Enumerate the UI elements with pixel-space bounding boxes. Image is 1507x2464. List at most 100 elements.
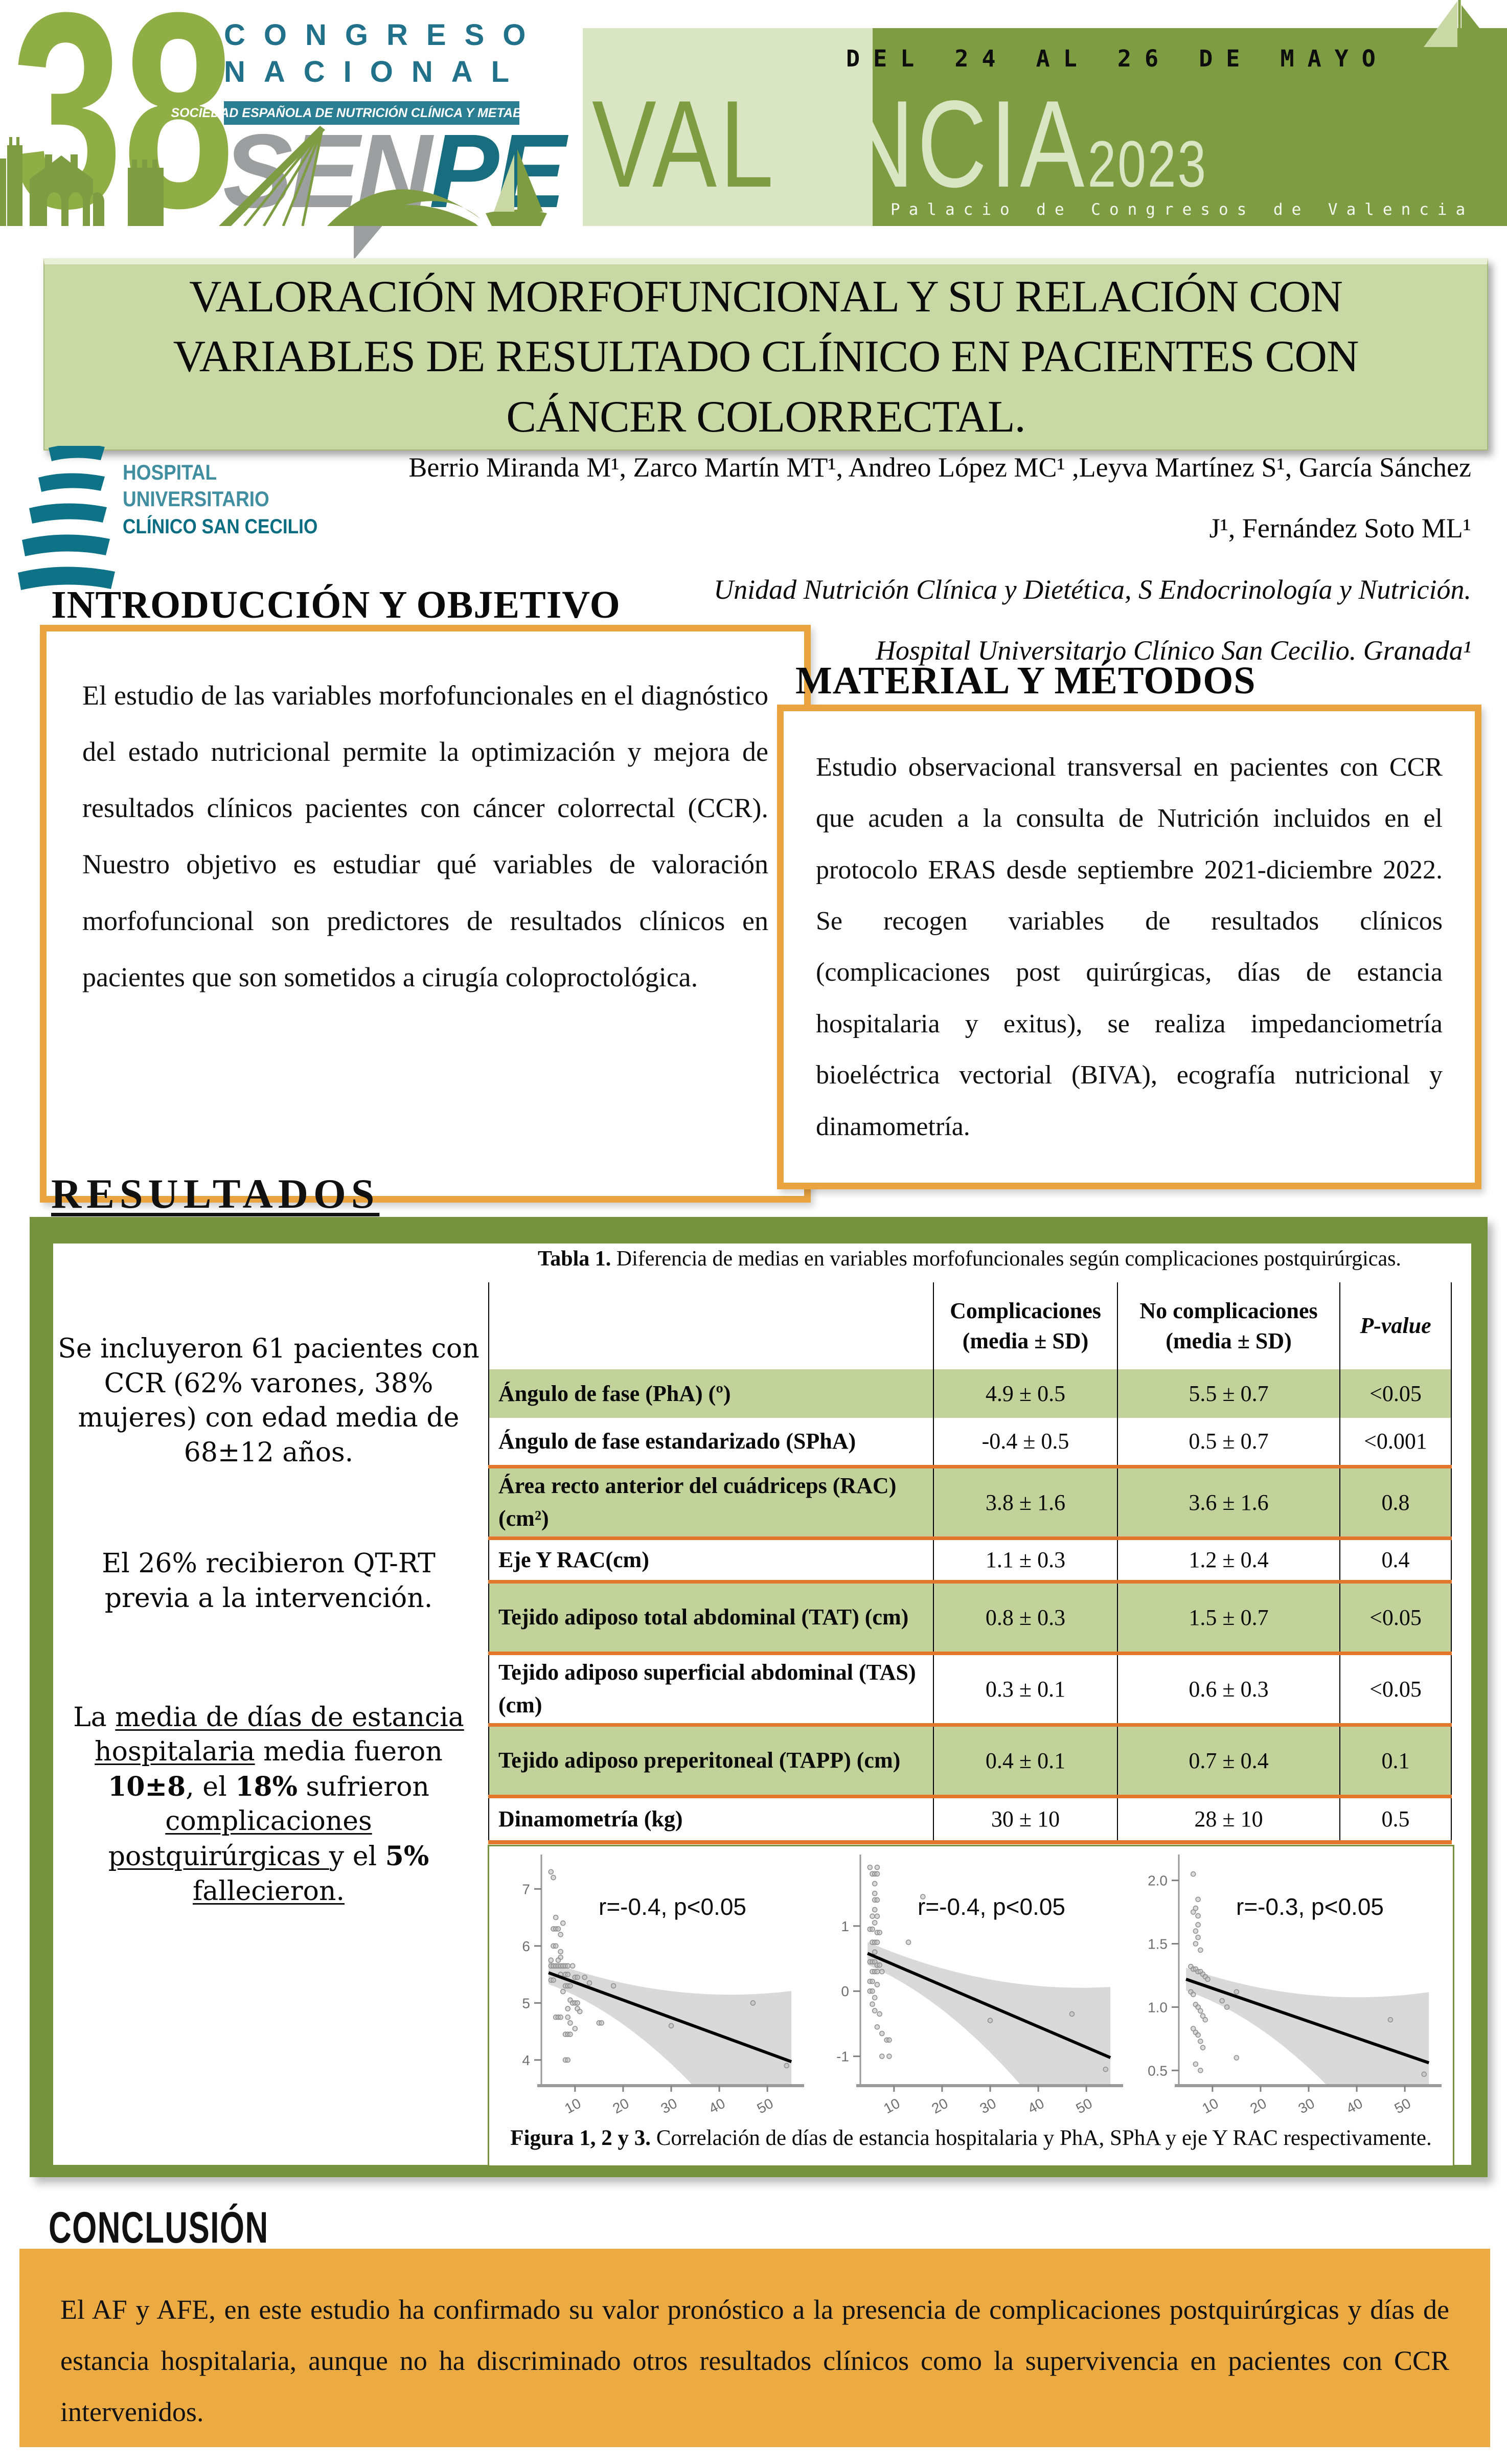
sailboat-icon [1418,0,1499,63]
results-table-header: Complicaciones (media ± SD) No complicac… [488,1282,1452,1369]
intro-section-heading: INTRODUCCIÓN Y OBJETIVO [51,583,621,626]
data-point [582,1974,587,1980]
x-tick-label: 30 [977,2095,998,2117]
data-point [876,1930,882,1935]
table-cell: 0.4 ± 0.1 [933,1723,1118,1796]
y-tick-label: 1.0 [1148,1999,1168,2015]
data-point [565,2014,570,2020]
x-tick-label: 30 [658,2095,679,2117]
data-point [872,1881,878,1887]
methods-section-box: Estudio observacional transversal en pac… [777,705,1481,1189]
data-point [876,1962,882,1968]
correlation-label: r=-0.3, p<0.05 [1236,1893,1384,1920]
figure-caption-text: Correlación de días de estancia hospital… [651,2126,1432,2150]
y-tick-label: 1 [841,1918,849,1934]
data-point [867,1864,873,1870]
data-point [550,1874,556,1881]
table-cell: 28 ± 10 [1117,1794,1340,1842]
data-point [872,1949,878,1955]
data-point [872,1890,878,1896]
table-cell: 0.4 [1339,1536,1452,1581]
congress-dates: DEL 24 AL 26 DE MAYO [846,45,1389,72]
table-cell: 0.8 [1339,1464,1452,1538]
results-text-segment: fallecieron. [193,1875,345,1907]
data-point [567,2031,573,2037]
results-section-heading: RESULTADOS [51,1170,380,1217]
correlation-label: r=-0.4, p<0.05 [599,1893,746,1920]
x-tick-label: 20 [1248,2095,1269,2117]
table-cell: Tejido adiposo total abdominal (TAT) (cm… [488,1579,934,1653]
x-tick-label: 30 [1296,2095,1317,2117]
data-point [869,1913,875,1919]
data-point [567,1983,573,1989]
data-point [879,2053,885,2059]
header-complicaciones-line1: Complicaciones [950,1298,1101,1323]
data-point [565,1972,570,1977]
data-point [879,2030,885,2037]
data-point [874,1864,880,1870]
table-cell: 4.9 ± 0.5 [933,1369,1118,1418]
data-point [1193,1941,1199,1947]
data-point [1219,1998,1225,2004]
x-tick-label: 10 [562,2095,583,2117]
data-point [569,1963,576,1969]
data-point [1200,2013,1206,2019]
poster-title-box: VALORACIÓN MORFOFUNCIONAL Y SU RELACIÓN … [43,258,1488,450]
scatter-plot-figura-2-spha-vs-estancia: -1 0 1 10 20 30 40 50 r=-0.4, p<0.05 [836,1855,1123,2117]
congress-word-2: NACIONAL [224,55,528,88]
data-point [920,1894,926,1900]
table-cell: <0.05 [1339,1651,1452,1725]
table-cell: Dinamometría (kg) [488,1794,934,1842]
hospital-name-line2: UNIVERSITARIO [123,487,269,511]
x-tick-label: 50 [1073,2095,1094,2117]
data-point [886,2053,892,2059]
table-cell: <0.001 [1339,1418,1452,1466]
data-point [876,2011,882,2017]
data-point [1387,2017,1394,2023]
authors-line1: Berrio Miranda M¹, Zarco Martín MT¹, And… [408,452,1471,483]
data-point [1191,1992,1196,1997]
sailboat-shapes [1418,0,1499,63]
data-point [869,1978,875,1984]
figure-caption-label: Figura 1, 2 y 3. [510,2126,651,2150]
table-caption-label: Tabla 1. [538,1247,611,1271]
scatter-plot-figura-3-ejey-rac-vs-estancia: 0.5 1.0 1.5 2.0 10 20 30 40 50 r=-0.3, p<0.05 [1148,1855,1442,2117]
venue-name: Palacio de Congresos de Valencia [890,200,1474,219]
table-cell: 3.8 ± 1.6 [933,1464,1118,1538]
table-cell: <0.05 [1339,1579,1452,1653]
data-point [874,1982,880,1987]
data-point [872,1907,878,1913]
x-tick-label: 40 [1025,2095,1046,2117]
affiliation-line1: Unidad Nutrición Clínica y Dietética, S … [714,574,1471,605]
table-row: Eje Y RAC(cm) 1.1 ± 0.3 1.2 ± 0.4 0.4 [488,1536,1452,1581]
results-table-body: Ángulo de fase (PhA) (º) 4.9 ± 0.5 5.5 ± 0… [488,1369,1452,1842]
hospital-logo: HOSPITAL UNIVERSITARIO CLÍNICO SAN CECIL… [18,446,317,615]
data-point [872,2008,878,2014]
results-text-segment: complicaciones postquirúrgicas [108,1806,372,1872]
data-point [1421,2071,1427,2077]
congress-year: 2023 [1087,128,1208,201]
data-point [1200,2045,1206,2050]
data-point [558,2014,563,2020]
y-tick-label: -1 [836,2049,849,2065]
methods-section-heading: MATERIAL Y MÉTODOS [795,659,1256,702]
society-name: SOCIEDAD ESPAÑOLA DE NUTRICIÓN CLÍNICA Y… [171,105,573,120]
table-cell: 3.6 ± 1.6 [1117,1464,1340,1538]
x-tick-label: 10 [1200,2095,1221,2117]
senpe-logo-tail [354,215,392,260]
data-point [560,1988,566,1995]
data-point [586,1980,592,1986]
table-row: Ángulo de fase estandarizado (SPhA) -0.4 … [488,1418,1452,1466]
table-cell: 0.8 ± 0.3 [933,1579,1118,1653]
data-point [565,2057,570,2063]
x-tick-label: 10 [881,2095,902,2117]
valencia-skyline-illustration [0,126,547,226]
data-point [874,1939,880,1945]
data-point [1191,2026,1196,2031]
table-header-row: Complicaciones (media ± SD) No complicac… [488,1282,1452,1369]
data-point [750,2000,756,2006]
data-point [555,1957,561,1963]
table-cell: Área recto anterior del cuádriceps (RAC)… [488,1464,934,1538]
results-text-segment: media de días de estancia hospitalaria [95,1702,464,1768]
affiliation-line2: Hospital Universitario Clínico San Cecil… [875,635,1471,666]
